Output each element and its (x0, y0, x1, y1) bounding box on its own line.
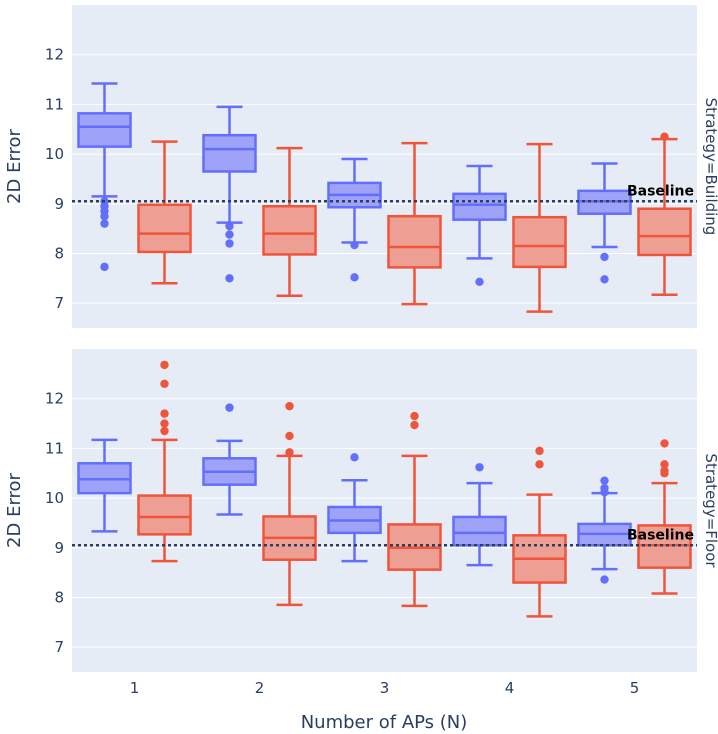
box-red-1 (137, 140, 192, 285)
box-blue-4 (452, 463, 507, 567)
box-blue-3 (327, 453, 382, 563)
y-axis-title-bottom: 2D Error (4, 472, 25, 548)
outlier-point (660, 460, 669, 469)
outlier-point (225, 221, 234, 231)
outlier-point (285, 448, 294, 457)
outlier-point (160, 360, 169, 370)
outlier-point (410, 420, 419, 430)
x-tick-label: 4 (505, 679, 515, 697)
y-tick-label: 7 (54, 638, 64, 656)
outlier-point (660, 466, 669, 475)
x-tick-label: 2 (255, 679, 265, 697)
outlier-point (475, 277, 484, 286)
box-body (137, 494, 192, 536)
box-body (137, 203, 192, 254)
outlier-point (160, 426, 169, 436)
y-tick-label: 12 (45, 46, 64, 64)
outlier-point (535, 446, 544, 456)
y-tick-label: 11 (45, 439, 64, 457)
outlier-point (475, 463, 484, 472)
outlier-point (660, 132, 669, 141)
outlier-point (225, 274, 234, 283)
outlier-point (350, 273, 359, 282)
box-body (512, 215, 567, 269)
outlier-point (600, 575, 609, 584)
box-red-5 (637, 439, 692, 595)
outlier-point (600, 476, 609, 485)
outlier-point (225, 230, 234, 239)
strip-label-building: Strategy=Building (702, 98, 718, 236)
outlier-point (100, 219, 109, 228)
baseline-label: Baseline (627, 527, 694, 543)
y-tick-label: 11 (45, 95, 64, 113)
outlier-point (600, 275, 609, 284)
y-tick-label: 9 (54, 539, 64, 557)
outlier-point (285, 431, 294, 441)
x-axis-title: Number of APs (N) (301, 712, 468, 733)
outlier-point (160, 419, 169, 428)
x-tick-label: 3 (380, 679, 390, 697)
box-red-3 (387, 141, 442, 306)
outlier-point (100, 211, 109, 221)
x-tick-label: 1 (130, 679, 140, 697)
box-body (262, 205, 317, 256)
outlier-point (285, 401, 294, 411)
y-tick-label: 10 (45, 145, 64, 163)
box-red-4 (512, 142, 567, 313)
box-blue-2 (202, 403, 257, 516)
box-blue-1 (77, 82, 132, 272)
box-red-5 (637, 132, 692, 296)
outlier-point (535, 460, 544, 469)
box-blue-4 (452, 164, 507, 286)
box-red-2 (262, 401, 317, 607)
y-tick-label: 7 (54, 294, 64, 312)
outlier-point (600, 252, 609, 262)
outlier-point (350, 453, 359, 462)
box-blue-5 (577, 476, 632, 584)
box-blue-1 (77, 438, 132, 533)
outlier-point (225, 403, 234, 412)
strip-label-floor: Strategy=Floor (702, 453, 718, 568)
outlier-point (350, 240, 359, 250)
box-red-1 (137, 360, 192, 563)
outlier-point (160, 409, 169, 418)
panel-strategy-building: Baseline 7 8 9 10 11 12 Strategy=Building 2D … (4, 5, 718, 328)
box-body (452, 515, 507, 547)
box-body (387, 214, 442, 269)
box-red-2 (262, 146, 317, 297)
outlier-point (410, 411, 419, 421)
y-axis-title-top: 2D Error (4, 128, 25, 204)
y-tick-label: 8 (54, 244, 64, 262)
y-tick-label: 8 (54, 588, 64, 606)
panel-background (72, 5, 697, 328)
box-body (202, 133, 257, 173)
outlier-point (225, 239, 234, 248)
x-tick-label: 5 (630, 679, 640, 697)
box-red-4 (512, 446, 567, 618)
box-body (637, 207, 692, 257)
box-body (452, 192, 507, 221)
box-blue-3 (327, 157, 382, 282)
y-tick-label: 12 (45, 390, 64, 408)
outlier-point (100, 262, 109, 272)
baseline-label: Baseline (627, 183, 694, 199)
panel-strategy-floor: Baseline 7 8 9 10 11 12 Strategy=Floor 2D Err… (4, 349, 718, 672)
box-body (77, 112, 132, 148)
box-red-3 (387, 411, 442, 608)
outlier-point (660, 439, 669, 448)
box-blue-2 (202, 105, 257, 283)
box-blue-5 (577, 162, 632, 284)
outlier-point (160, 379, 169, 388)
y-tick-label: 9 (54, 195, 64, 213)
y-tick-label: 10 (45, 489, 64, 507)
outlier-point (600, 487, 609, 497)
